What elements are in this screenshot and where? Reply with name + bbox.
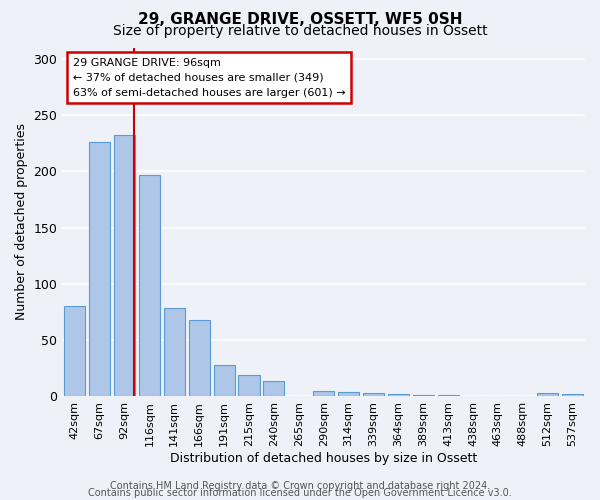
Bar (139, 174, 160, 396)
Text: 29 GRANGE DRIVE: 96sqm
← 37% of detached houses are smaller (349)
63% of semi-de: 29 GRANGE DRIVE: 96sqm ← 37% of detached… (73, 58, 346, 98)
Bar (188, 320, 210, 396)
Y-axis label: Number of detached properties: Number of detached properties (15, 124, 28, 320)
Bar (164, 308, 185, 396)
Bar (562, 394, 583, 396)
Bar (214, 365, 235, 396)
X-axis label: Distribution of detached houses by size in Ossett: Distribution of detached houses by size … (170, 452, 477, 465)
Bar (338, 392, 359, 396)
Bar (238, 375, 260, 396)
Bar (64, 306, 85, 396)
Bar (363, 393, 384, 396)
Text: Contains public sector information licensed under the Open Government Licence v3: Contains public sector information licen… (88, 488, 512, 498)
Bar (537, 393, 558, 396)
Bar (89, 142, 110, 397)
Text: 29, GRANGE DRIVE, OSSETT, WF5 0SH: 29, GRANGE DRIVE, OSSETT, WF5 0SH (138, 12, 462, 28)
Text: Contains HM Land Registry data © Crown copyright and database right 2024.: Contains HM Land Registry data © Crown c… (110, 481, 490, 491)
Bar (263, 380, 284, 396)
Text: Size of property relative to detached houses in Ossett: Size of property relative to detached ho… (113, 24, 487, 38)
Bar (114, 136, 135, 396)
Bar (313, 391, 334, 396)
Bar (388, 394, 409, 396)
